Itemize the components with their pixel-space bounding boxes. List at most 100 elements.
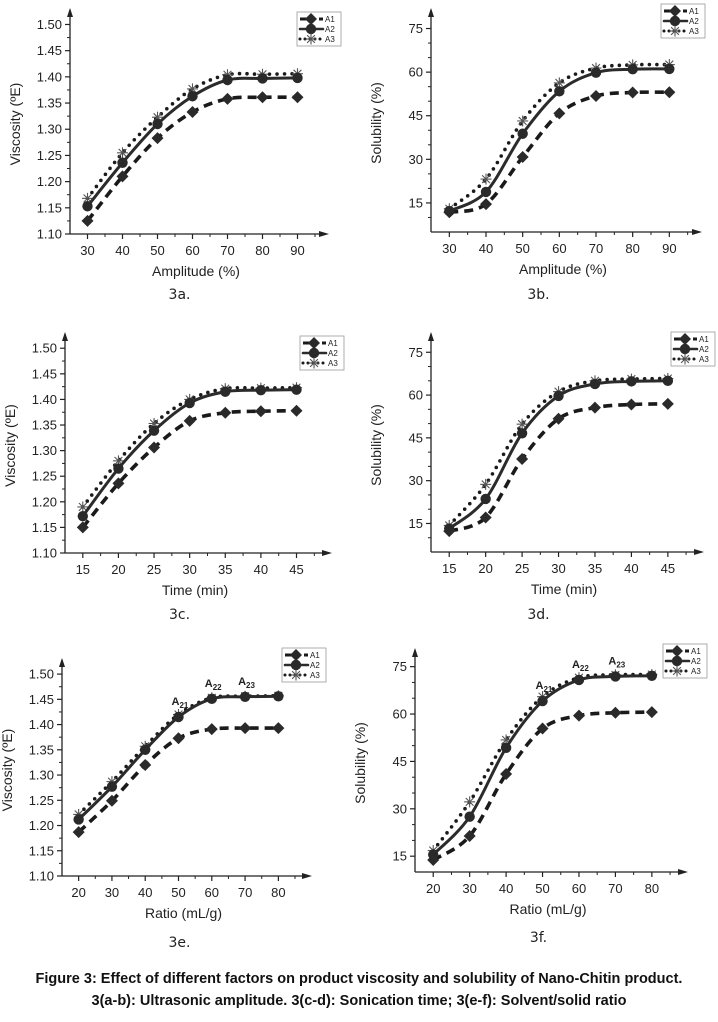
data-point-a1: [254, 405, 267, 418]
annotation-label: A22: [205, 678, 222, 692]
data-point-a2: [257, 73, 268, 84]
chart-svg-3e: 1.10 1.15 1.20 1.25 1.30 1.35 1.40 1.45 1.50 20 30…: [0, 647, 327, 921]
data-point-a1: [72, 826, 85, 839]
y-tick-label: 15: [409, 516, 423, 531]
data-point-a2: [206, 693, 217, 705]
legend-item-a2: A2: [672, 343, 709, 355]
data-point-a2: [222, 74, 233, 86]
data-point-a2: [292, 72, 303, 84]
chart-svg-3b: 15 30 45 60 75 30 40 50 60 70 80 90 Amplitude (%) Sol…: [368, 3, 706, 277]
data-point-a2: [590, 67, 602, 78]
y-tick-label: 1.45: [32, 366, 57, 381]
data-point-a1: [479, 511, 492, 524]
y-tick-label: 1.50: [32, 341, 57, 356]
legend-marker-a2: [305, 23, 317, 35]
data-point-a1: [572, 709, 585, 722]
data-point-a2: [573, 674, 585, 686]
y-tick-label: 45: [409, 430, 423, 445]
y-tick-label: 1.30: [29, 768, 54, 783]
data-point-a1: [239, 722, 252, 735]
data-point-a2: [464, 811, 475, 822]
axes: [69, 10, 326, 235]
y-tick-label: 15: [393, 849, 407, 864]
x-tick-label: 30: [442, 241, 456, 256]
axes: [61, 660, 309, 877]
legend-item-a1: A1: [285, 649, 320, 661]
chart-panel-3e: 1.10 1.15 1.20 1.25 1.30 1.35 1.40 1.45 1.50 20 30…: [0, 640, 359, 960]
data-point-a1: [290, 404, 303, 417]
legend-item-a1: A1: [674, 333, 709, 345]
data-point-a2: [537, 695, 548, 707]
x-tick-label: 80: [255, 243, 269, 258]
x-axis-title: Ratio (mL/g): [509, 901, 586, 917]
x-tick-label: 60: [205, 885, 219, 900]
annotation-label: A21: [536, 680, 553, 694]
x-axis-title: Time (min): [162, 582, 228, 598]
data-point-a1: [219, 406, 232, 419]
y-tick-label: 60: [409, 65, 423, 80]
y-tick-label: 1.40: [29, 717, 54, 732]
data-point-a3: [517, 115, 529, 127]
data-point-a1: [151, 132, 164, 145]
x-tick-label: 40: [115, 243, 129, 258]
x-tick-label: 70: [238, 885, 252, 900]
y-tick-label: 15: [409, 195, 423, 210]
x-tick-label: 25: [515, 561, 529, 576]
data-point-a1: [625, 398, 638, 411]
data-point-a2: [553, 390, 564, 402]
data-point-a1: [186, 105, 199, 118]
legend-label: A3: [699, 355, 709, 364]
y-tick-label: 1.30: [32, 443, 57, 458]
x-axis-title: Ratio (mL/g): [145, 905, 222, 921]
series-a2: [444, 375, 674, 534]
data-point-a2: [480, 186, 492, 198]
y-tick-label: 1.15: [32, 520, 57, 535]
data-point-a2: [184, 397, 195, 409]
legend-label: A1: [699, 335, 709, 344]
panel-label-3c: 3c.: [168, 607, 191, 623]
x-tick-label: 15: [76, 562, 90, 577]
x-axis-arrow-icon: [694, 549, 704, 555]
annotation-label: A23: [238, 676, 255, 690]
y-tick-label: 1.35: [29, 742, 54, 757]
data-point-a2: [113, 463, 124, 474]
series-a2: [444, 63, 675, 217]
data-point-a2: [626, 376, 637, 387]
series-a2: [428, 670, 658, 860]
legend-label: A1: [310, 651, 320, 660]
x-tick-label: 80: [625, 241, 639, 256]
x-tick-label: 40: [479, 241, 493, 256]
series-a2: [77, 384, 302, 522]
data-point-a1: [553, 107, 566, 120]
data-point-a3: [516, 418, 528, 430]
x-tick-label: 50: [535, 881, 549, 896]
panel-label-3b: 3b.: [527, 287, 550, 303]
x-tick-label: 50: [150, 243, 164, 258]
panel-label-3d: 3d.: [527, 607, 550, 623]
legend-item-a1: A1: [300, 13, 335, 25]
data-point-a2: [444, 205, 455, 217]
data-point-a2: [255, 385, 267, 396]
y-axis-title: Viscosity (ºE): [0, 729, 15, 812]
data-point-a1: [139, 758, 152, 771]
legend-item-a1: A1: [303, 337, 338, 349]
y-tick-label: 1.35: [37, 96, 62, 111]
legend-marker-a1: [671, 645, 683, 657]
chart-panel-3f: 15 30 45 60 75 20 30 40 50 60 70 80 Ratio (mL/g) Solu…: [352, 640, 718, 960]
data-point-a1: [205, 723, 218, 736]
data-point-a2: [73, 814, 84, 825]
x-tick-label: 30: [182, 562, 196, 577]
y-axis-title: Solubility (%): [352, 722, 368, 804]
legend-item-a1: A1: [666, 645, 701, 657]
axes: [430, 10, 699, 233]
axes: [430, 334, 701, 553]
x-tick-label: 40: [499, 881, 513, 896]
legend-item-a3: A3: [664, 665, 701, 677]
data-point-a1: [516, 151, 529, 164]
data-point-a1: [272, 722, 285, 735]
data-point-a1: [500, 768, 513, 781]
data-point-a2: [646, 670, 658, 681]
data-point-a1: [148, 441, 161, 454]
